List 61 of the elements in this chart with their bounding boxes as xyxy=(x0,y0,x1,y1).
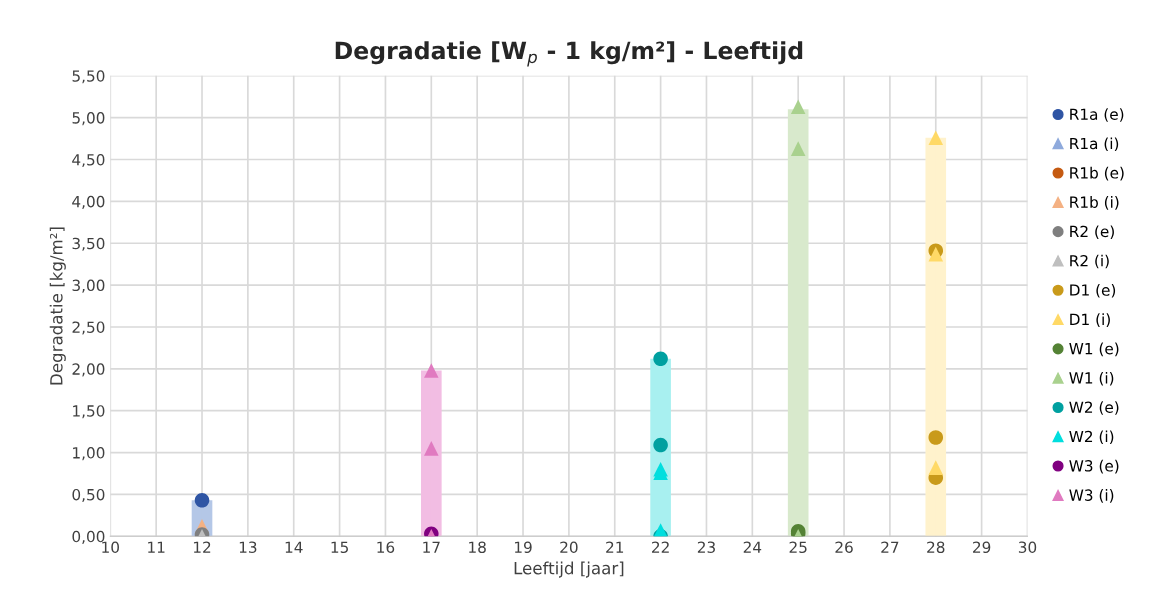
x-tick-label: 18 xyxy=(469,541,486,553)
legend-label: R2 (e) xyxy=(1070,225,1114,240)
x-tick-label: 14 xyxy=(285,541,303,553)
legend-label: W3 (e) xyxy=(1069,459,1119,474)
point xyxy=(790,141,806,156)
x-tick-label: 28 xyxy=(927,541,945,553)
legend-label: W2 (i) xyxy=(1069,430,1114,445)
legend-label: W1 (e) xyxy=(1069,342,1119,357)
x-tick-label: 22 xyxy=(652,541,669,553)
legend-label: W2 (e) xyxy=(1069,401,1119,415)
point xyxy=(653,351,668,367)
point xyxy=(424,363,439,378)
x-tick-label: 11 xyxy=(148,541,165,553)
legend-label: W1 (i) xyxy=(1069,371,1114,386)
x-tick-label: 12 xyxy=(193,541,211,553)
x-tick-label: 13 xyxy=(239,541,257,553)
legend-label: D1 (e) xyxy=(1070,284,1116,298)
point xyxy=(194,493,210,508)
y-tick-label: 3,50 xyxy=(72,237,105,251)
legend-label: R1a (e) xyxy=(1070,108,1124,122)
x-tick-label: 29 xyxy=(973,541,991,553)
x-tick-label: 24 xyxy=(743,541,762,553)
point xyxy=(424,441,439,456)
legend-label: R2 (i) xyxy=(1070,254,1109,269)
y-tick-label: 5,50 xyxy=(72,70,105,84)
x-tick-label: 21 xyxy=(606,541,624,553)
point xyxy=(928,430,944,445)
y-tick-label: 4,00 xyxy=(72,195,105,209)
point xyxy=(790,99,806,115)
point xyxy=(928,130,944,145)
bar xyxy=(925,137,947,537)
y-tick-label: 3,00 xyxy=(72,279,105,293)
y-tick-label: 1,50 xyxy=(73,405,105,419)
x-tick-label: 23 xyxy=(697,541,715,553)
legend-label: D1 (i) xyxy=(1070,313,1110,327)
x-axis-title: Leeftijd [jaar] xyxy=(514,561,624,578)
x-tick-label: 25 xyxy=(789,541,807,553)
x-tick-label: 27 xyxy=(881,541,899,553)
legend-label: R1b (e) xyxy=(1070,166,1124,181)
x-tick-label: 17 xyxy=(423,541,440,553)
y-tick-label: 1,00 xyxy=(73,447,105,461)
bar xyxy=(787,109,809,537)
legend-label: R1a (i) xyxy=(1070,137,1119,152)
x-tick-label: 15 xyxy=(331,541,348,553)
y-tick-label: 2,00 xyxy=(72,363,105,377)
y-tick-label: 2,50 xyxy=(72,321,105,335)
y-tick-label: 5,00 xyxy=(72,112,105,126)
point xyxy=(653,437,668,453)
x-tick-label: 16 xyxy=(377,541,395,553)
x-tick-label: 26 xyxy=(835,541,853,553)
y-tick-label: 0,50 xyxy=(72,488,105,503)
point xyxy=(928,460,944,475)
x-tick-label: 30 xyxy=(1018,541,1037,553)
x-tick-label: 19 xyxy=(514,541,532,553)
y-tick-label: 4,50 xyxy=(72,153,105,168)
x-tick-label: 20 xyxy=(560,541,578,553)
legend-label: R1b (i) xyxy=(1070,196,1119,210)
point xyxy=(653,523,668,537)
legend-label: W3 (i) xyxy=(1069,489,1114,503)
chart-title: Degradatie [W$_{p}$ - 1 kg/m²] - Leeftijd xyxy=(335,41,803,67)
y-axis-title: Degradatie [kg/m²] xyxy=(49,227,66,385)
